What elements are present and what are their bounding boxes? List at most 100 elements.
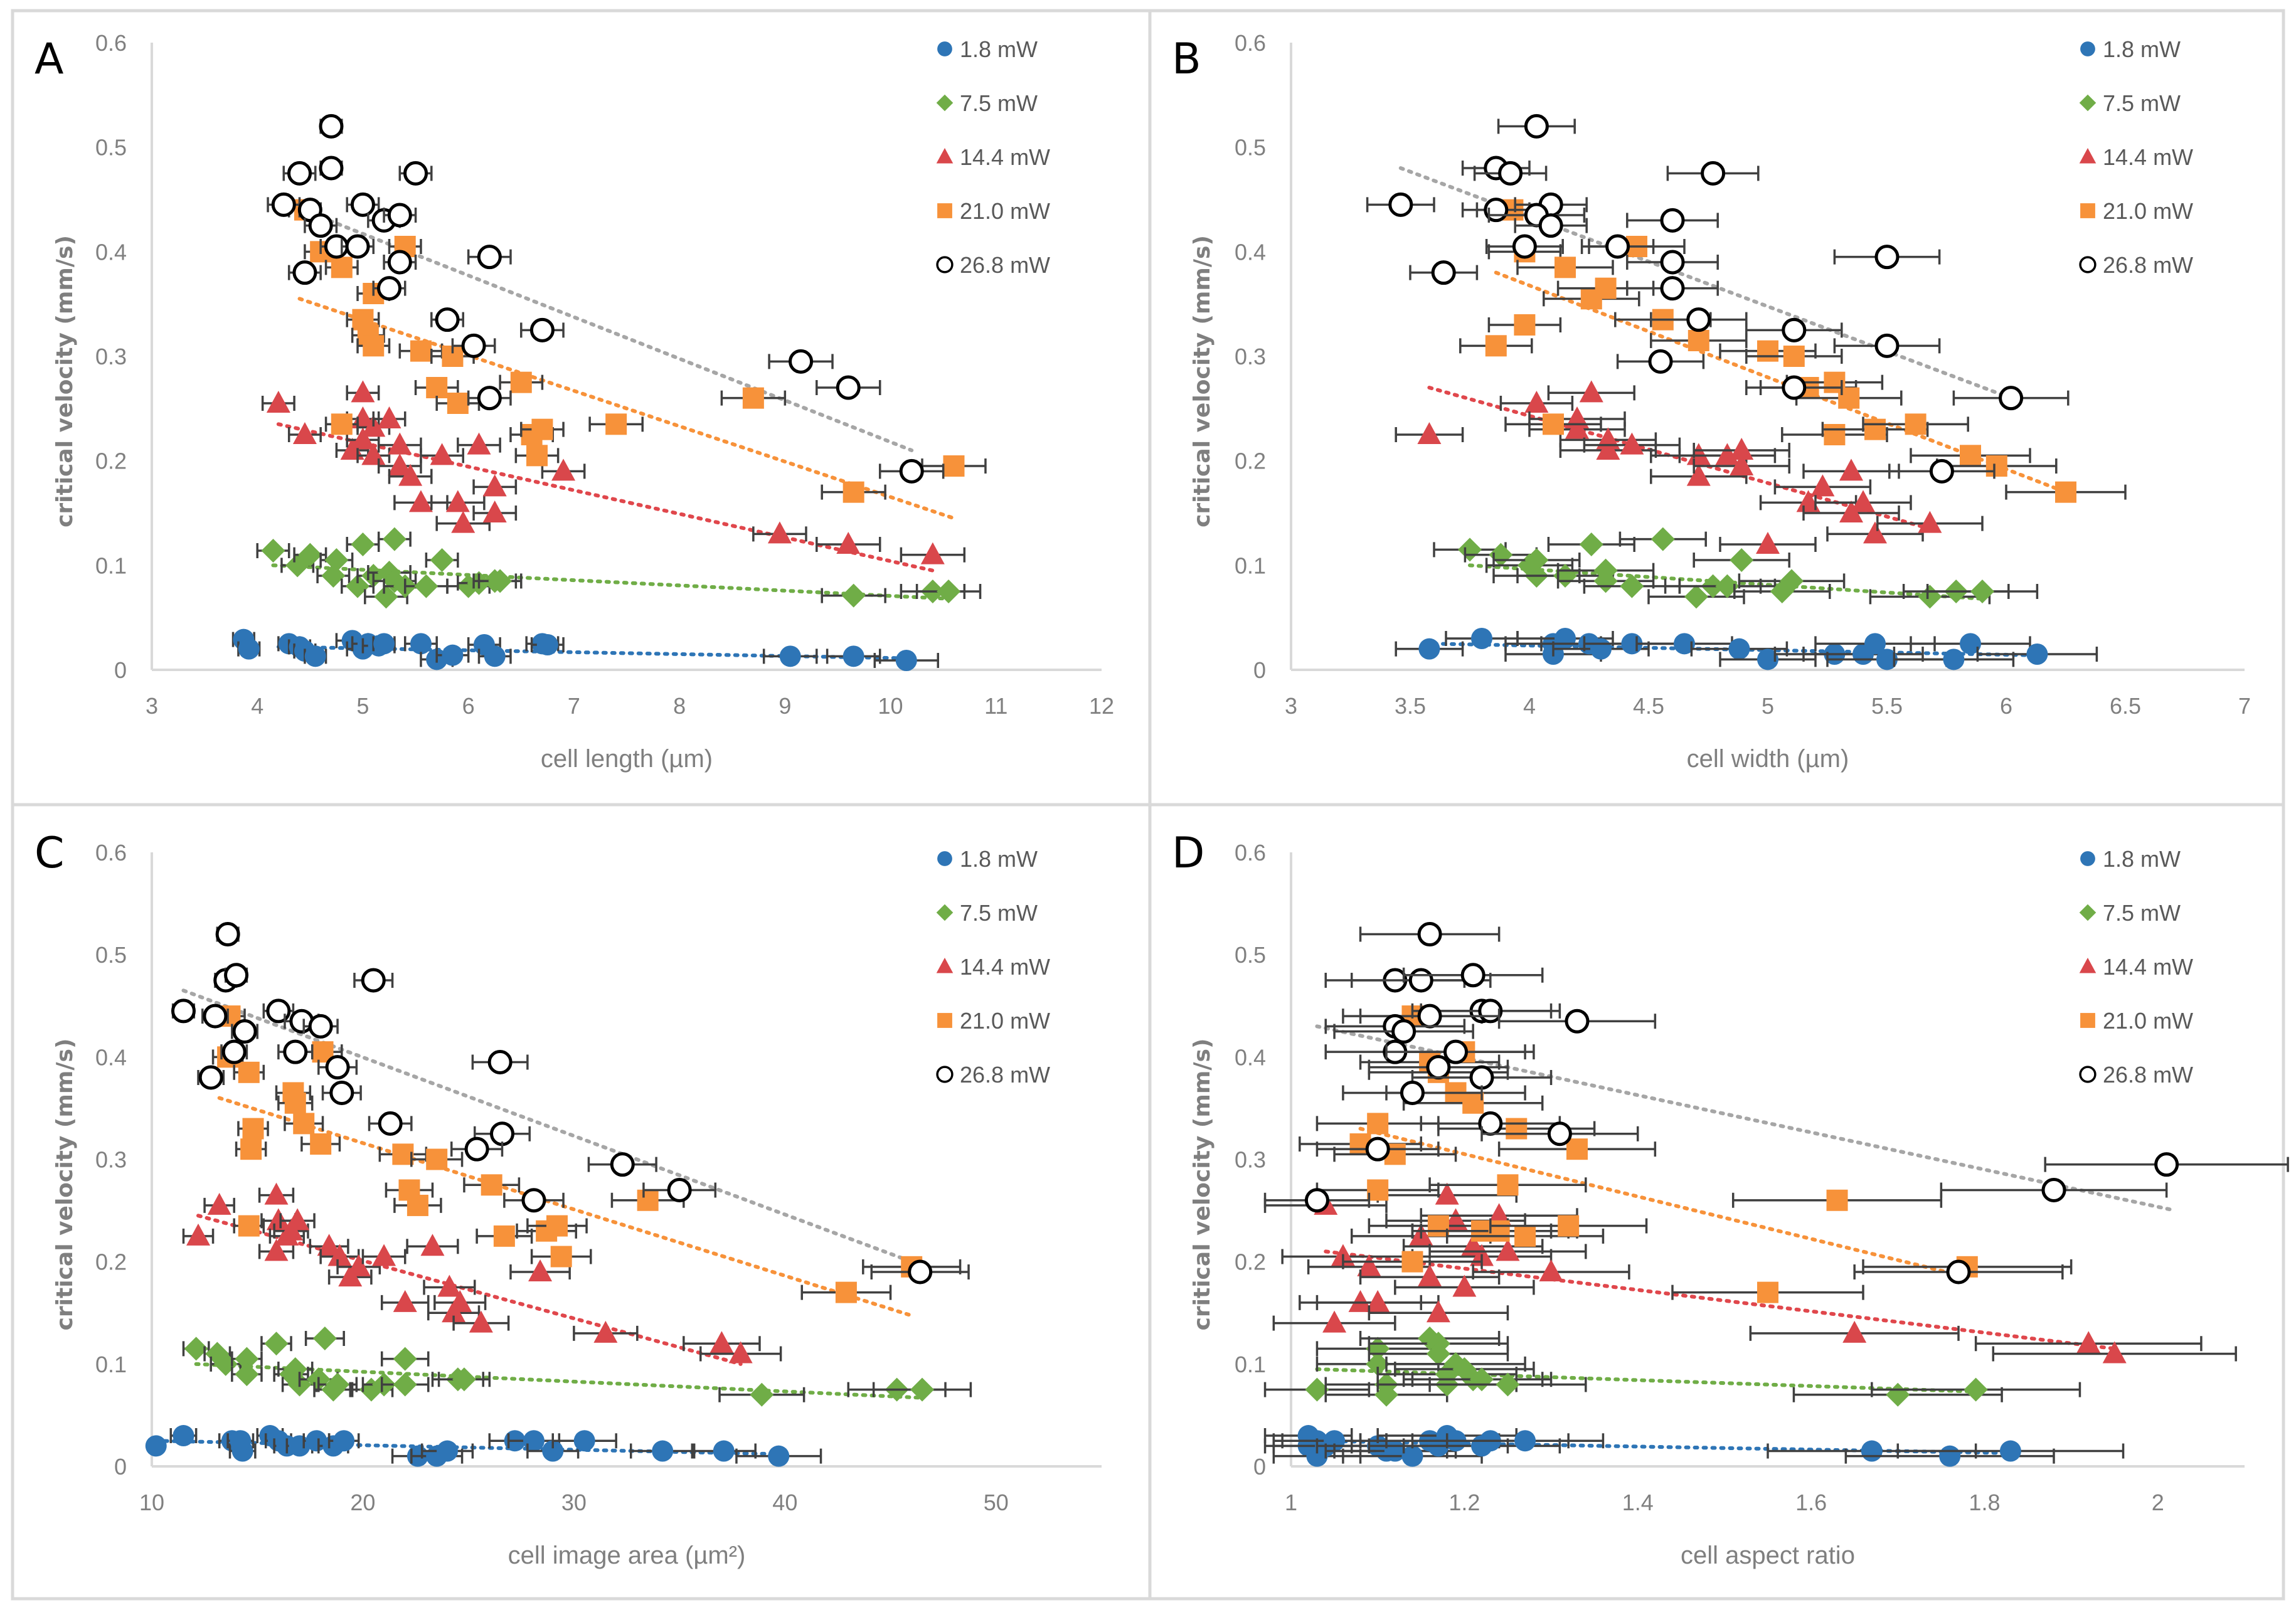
data-point (345, 234, 370, 259)
data-point (310, 1133, 332, 1155)
legend-item: 7.5 mW (2079, 900, 2181, 926)
y-tick-label: 0.2 (95, 448, 127, 474)
data-point (1595, 277, 1617, 299)
legend-marker-square-icon (2080, 203, 2095, 218)
y-tick-label: 0.1 (1235, 553, 1266, 578)
data-point (373, 633, 395, 655)
data-point (1728, 638, 1750, 660)
data-point (1929, 458, 1954, 484)
series-14-4-mW (261, 380, 966, 564)
x-tick-label: 1.2 (1448, 1490, 1480, 1515)
legend-item: 26.8 mW (936, 252, 1050, 278)
data-point (346, 1254, 371, 1276)
data-point (531, 418, 553, 440)
legend-label: 1.8 mW (960, 36, 1038, 62)
data-point (841, 583, 866, 608)
legend-label: 21.0 mW (2103, 198, 2193, 224)
data-point (464, 1136, 489, 1162)
data-point (308, 1014, 333, 1039)
data-point (264, 1239, 289, 1261)
data-point (1452, 1274, 1477, 1297)
data-point (430, 443, 454, 465)
x-tick-label: 4.5 (1633, 693, 1664, 719)
data-point (550, 1246, 572, 1268)
data-point (388, 453, 412, 475)
data-point (1686, 307, 1711, 332)
data-point (1730, 453, 1754, 475)
data-point (430, 548, 454, 572)
x-tick-label: 6 (462, 693, 475, 719)
data-point (482, 500, 507, 522)
data-point (667, 1177, 692, 1202)
data-point (393, 1347, 417, 1371)
legend-item: 7.5 mW (2079, 90, 2181, 116)
data-point (1839, 500, 1863, 522)
x-axis-title: cell width (µm) (1687, 745, 1849, 773)
x-tick-label: 4 (1523, 693, 1536, 719)
legend-item: 14.4 mW (936, 144, 1050, 170)
data-point (1514, 1430, 1536, 1452)
data-point (1539, 1259, 1563, 1281)
data-point (1960, 633, 1981, 655)
y-tick-label: 0 (114, 1454, 127, 1480)
data-point (1435, 1182, 1459, 1205)
trendline-26-8-mW (287, 203, 914, 452)
data-point (442, 644, 464, 666)
data-point (1524, 548, 1549, 572)
x-tick-label: 12 (1089, 693, 1114, 719)
data-point (374, 585, 398, 609)
y-tick-label: 0.4 (1235, 239, 1266, 265)
data-point (1304, 1188, 1329, 1213)
legend-marker-square-icon (937, 203, 952, 218)
y-tick-label: 0.3 (1235, 1147, 1266, 1173)
data-point (437, 1440, 459, 1462)
panel-letter: D (1172, 829, 1204, 878)
legend-item: 26.8 mW (936, 1062, 1050, 1088)
legend-label: 1.8 mW (2103, 846, 2181, 872)
series-7-5-mW (182, 1327, 972, 1407)
data-point (1547, 1121, 1572, 1147)
data-point (1782, 375, 1807, 400)
data-point (1431, 260, 1456, 285)
data-point (452, 1367, 476, 1392)
data-point (1555, 257, 1576, 278)
data-point (2026, 643, 2048, 665)
x-tick-label: 1.8 (1969, 1490, 2000, 1515)
data-point (536, 634, 558, 655)
data-point (346, 574, 370, 598)
data-point (232, 1019, 257, 1044)
y-tick-label: 0.1 (95, 553, 127, 578)
x-tick-label: 10 (139, 1490, 164, 1515)
y-tick-label: 0.6 (1235, 30, 1266, 56)
data-point (1524, 391, 1549, 413)
y-tick-label: 0.5 (1235, 942, 1266, 968)
y-tick-label: 0.4 (95, 239, 127, 265)
data-point (284, 1092, 306, 1114)
y-axis-title: critical velocity (mm/s) (1189, 235, 1215, 527)
legend-label: 21.0 mW (960, 1008, 1050, 1034)
data-point (1842, 1320, 1867, 1343)
data-point (477, 245, 502, 270)
data-point (910, 1377, 935, 1402)
data-point (1496, 1239, 1520, 1261)
series-7-5-mW (1433, 527, 2039, 609)
data-point (742, 387, 764, 409)
legend-item: 21.0 mW (2080, 1008, 2193, 1034)
data-point (1730, 438, 1754, 460)
data-point (410, 340, 432, 362)
legend-item: 7.5 mW (936, 90, 1038, 116)
data-point (937, 580, 961, 603)
data-point (1999, 386, 2024, 411)
data-point (713, 1440, 735, 1462)
x-tick-label: 3 (1285, 693, 1297, 719)
legend-marker-diamond-icon (936, 94, 954, 112)
data-point (1565, 416, 1589, 439)
data-point (393, 1372, 417, 1397)
series-26-8-mW (1366, 114, 2070, 484)
data-point (1757, 340, 1778, 362)
data-point (2102, 1341, 2127, 1364)
legend-label: 26.8 mW (960, 1062, 1050, 1088)
data-point (1365, 1136, 1390, 1162)
data-point (329, 1080, 354, 1105)
data-point (1566, 1138, 1588, 1160)
